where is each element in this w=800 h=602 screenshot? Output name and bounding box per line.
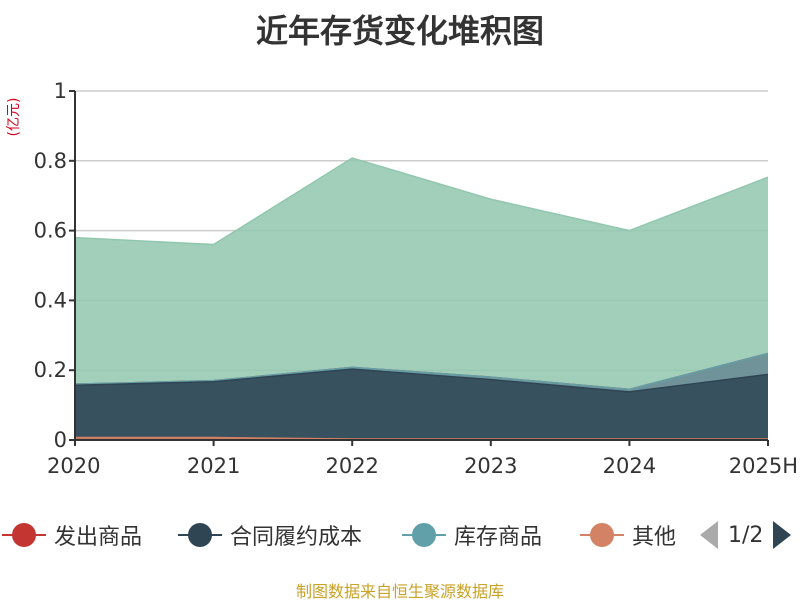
legend-dot xyxy=(590,523,614,547)
y-tick-label: 0 xyxy=(54,428,67,452)
area-series-1 xyxy=(75,369,768,440)
legend-dot xyxy=(188,523,212,547)
axes xyxy=(69,90,769,446)
legend-symbol xyxy=(178,523,222,547)
y-tick-label: 0.4 xyxy=(34,288,67,312)
y-tick-label: 1 xyxy=(54,79,67,103)
legend-item-fachu[interactable]: 发出商品 xyxy=(2,515,142,555)
area-line-4 xyxy=(74,157,769,246)
legend-symbol xyxy=(580,523,624,547)
y-tick-label: 0.2 xyxy=(34,358,67,382)
chevron-left-icon[interactable] xyxy=(700,521,718,549)
legend-label: 发出商品 xyxy=(54,525,143,550)
legend-page-indicator: 1/2 xyxy=(728,522,764,548)
legend-label: 其他 xyxy=(632,525,677,550)
area-line-0 xyxy=(75,436,768,440)
y-tick-label: 0.8 xyxy=(34,149,67,173)
legend-label: 合同履约成本 xyxy=(230,525,363,550)
legend-item-kucun[interactable]: 库存商品 xyxy=(402,515,542,555)
area-series xyxy=(74,157,769,440)
legend-item-qita[interactable]: 其他 xyxy=(580,515,676,555)
legend-symbol xyxy=(402,523,446,547)
y-tick-label: 0.6 xyxy=(34,219,67,243)
legend-dot xyxy=(12,523,36,547)
legend-item-hetong[interactable]: 合同履约成本 xyxy=(178,515,362,555)
chart-title: 近年存货变化堆积图 xyxy=(255,12,544,50)
x-tick-label: 2025H xyxy=(729,454,798,478)
x-tick-label: 2020 xyxy=(47,454,100,478)
x-tick-label: 2023 xyxy=(464,454,517,478)
x-tick-label: 2022 xyxy=(325,454,378,478)
area-line-2 xyxy=(74,352,769,391)
legend-dot xyxy=(412,523,436,547)
chevron-right-icon[interactable] xyxy=(773,521,792,549)
x-tick-label: 2024 xyxy=(603,454,656,478)
legend-pager: 1/2 xyxy=(700,515,792,555)
legend-symbol xyxy=(2,523,46,547)
x-tick-labels: 2020 2021 2022 2023 2024 2025H xyxy=(47,454,798,478)
area-series-4 xyxy=(75,158,768,440)
legend-label: 库存商品 xyxy=(454,525,543,550)
area-line-1 xyxy=(74,368,769,393)
legend: 发出商品 合同履约成本 库存商品 其他 1/2 xyxy=(0,515,800,555)
x-tick-label: 2021 xyxy=(187,454,240,478)
y-tick-labels: 0 0.2 0.4 0.6 0.8 1 xyxy=(34,79,67,452)
data-source-note: 制图数据来自恒生聚源数据库 xyxy=(295,582,504,601)
